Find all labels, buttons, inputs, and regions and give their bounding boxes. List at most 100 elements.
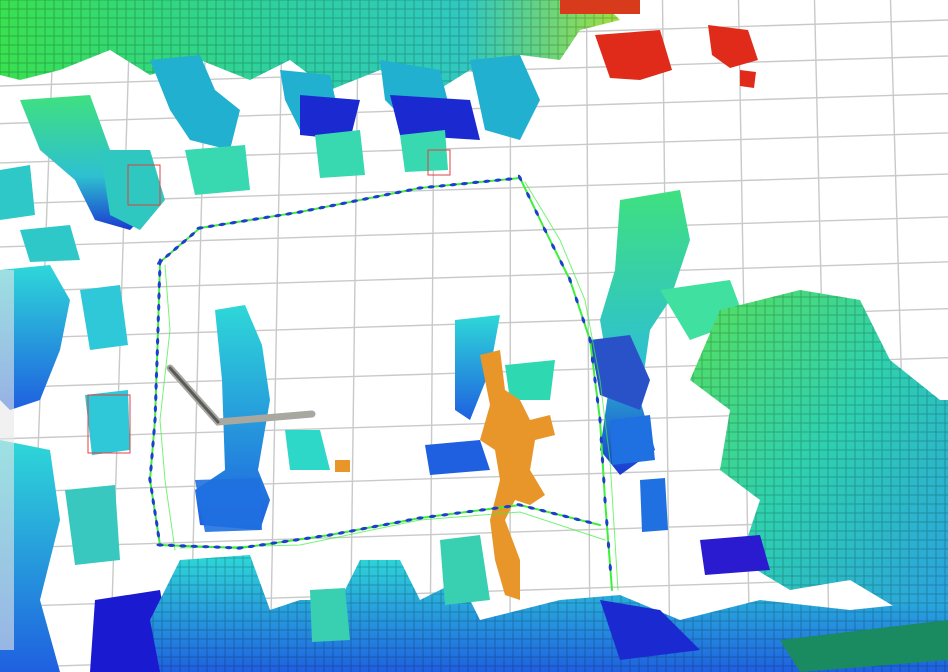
pose-marker bbox=[196, 226, 204, 230]
pose-marker bbox=[599, 436, 603, 444]
pose-marker bbox=[527, 506, 535, 510]
pose-marker bbox=[157, 281, 161, 289]
pose-marker bbox=[156, 543, 164, 547]
pose-marker bbox=[151, 440, 155, 448]
pose-marker bbox=[605, 518, 609, 527]
pose-marker bbox=[503, 504, 512, 509]
pose-marker bbox=[603, 496, 607, 504]
pose-marker bbox=[329, 203, 337, 208]
pose-marker bbox=[585, 520, 593, 524]
pose-marker bbox=[416, 186, 424, 190]
pose-marker bbox=[158, 258, 162, 266]
highlight-voxels bbox=[480, 350, 555, 600]
pose-marker bbox=[181, 238, 187, 245]
pose-marker bbox=[588, 336, 592, 344]
pose-marker bbox=[157, 292, 161, 300]
pose-marker bbox=[416, 516, 424, 520]
pose-marker bbox=[494, 178, 502, 182]
pose-marker bbox=[371, 524, 379, 529]
pose-marker bbox=[466, 509, 474, 514]
pose-marker bbox=[427, 185, 435, 189]
pose-marker bbox=[551, 243, 556, 250]
pose-marker bbox=[573, 517, 581, 522]
pose-marker bbox=[154, 393, 158, 402]
pose-marker bbox=[595, 396, 600, 404]
pose-marker bbox=[152, 428, 156, 436]
pose-marker bbox=[190, 544, 198, 548]
pose-marker bbox=[263, 215, 271, 219]
pose-marker bbox=[153, 508, 157, 517]
pose-marker bbox=[559, 260, 564, 267]
pose-marker bbox=[593, 376, 597, 384]
pose-marker bbox=[517, 174, 523, 182]
pose-marker bbox=[568, 276, 572, 284]
pose-marker bbox=[483, 179, 491, 183]
pose-marker bbox=[340, 201, 348, 206]
pose-marker bbox=[581, 316, 586, 324]
pose-marker bbox=[173, 245, 179, 252]
pose-marker bbox=[151, 498, 155, 506]
pose-marker bbox=[189, 232, 195, 238]
voxel-cluster-right-tower bbox=[600, 190, 690, 475]
pose-marker bbox=[598, 416, 602, 424]
pose-marker bbox=[516, 503, 524, 507]
detection-boxes bbox=[87, 149, 451, 454]
pose-marker bbox=[383, 192, 391, 197]
pose-marker bbox=[562, 514, 570, 519]
pose-marker bbox=[550, 511, 558, 516]
pose-marker bbox=[539, 508, 547, 513]
pose-marker bbox=[405, 518, 413, 522]
pose-marker bbox=[167, 543, 175, 548]
pose-marker bbox=[157, 303, 161, 311]
pose-marker bbox=[258, 543, 267, 547]
pose-marker bbox=[274, 213, 282, 218]
pose-marker bbox=[453, 511, 462, 515]
pose-marker bbox=[449, 183, 457, 187]
pose-marker bbox=[236, 546, 244, 550]
pose-marker bbox=[574, 296, 579, 304]
pose-marker bbox=[150, 452, 154, 460]
voxel-cluster-top-red-block-left bbox=[595, 30, 672, 80]
pose-marker bbox=[153, 416, 157, 424]
pose-marker bbox=[213, 545, 221, 549]
pose-marker bbox=[460, 181, 468, 186]
pose-marker bbox=[270, 541, 278, 545]
pose-marker bbox=[441, 513, 449, 517]
pose-marker bbox=[405, 188, 413, 192]
pose-marker bbox=[247, 544, 255, 549]
pose-marker bbox=[292, 538, 300, 542]
voxel-cluster-center-right bbox=[455, 315, 500, 420]
pose-marker bbox=[393, 520, 402, 525]
pose-marker bbox=[348, 529, 357, 533]
pose-marker bbox=[154, 371, 159, 379]
pose-marker bbox=[606, 541, 611, 549]
pose-marker bbox=[155, 337, 160, 345]
pose-marker bbox=[303, 536, 312, 540]
pose-marker bbox=[318, 205, 326, 210]
voxel-cluster-left-edge bbox=[0, 265, 70, 410]
voxel-cluster-top-red-block-right bbox=[708, 25, 758, 88]
pose-marker bbox=[608, 563, 612, 572]
pose-marker bbox=[149, 464, 153, 472]
pose-marker bbox=[155, 348, 159, 357]
pose-marker bbox=[372, 194, 380, 199]
pose-marker bbox=[534, 209, 539, 217]
pose-marker bbox=[505, 177, 513, 181]
pose-marker bbox=[207, 224, 215, 228]
pose-marker bbox=[148, 476, 152, 484]
pose-marker bbox=[156, 530, 160, 538]
pose-marker bbox=[153, 405, 158, 413]
pose-marker bbox=[438, 184, 446, 188]
pose-marker bbox=[155, 360, 159, 368]
pose-marker bbox=[472, 180, 480, 185]
pose-marker bbox=[155, 519, 159, 527]
pose-markers bbox=[148, 174, 612, 572]
pose-marker bbox=[281, 539, 289, 544]
pose-marker bbox=[600, 456, 605, 464]
pose-marker bbox=[240, 219, 248, 223]
pose-marker bbox=[382, 522, 390, 527]
pose-marker bbox=[315, 534, 323, 539]
